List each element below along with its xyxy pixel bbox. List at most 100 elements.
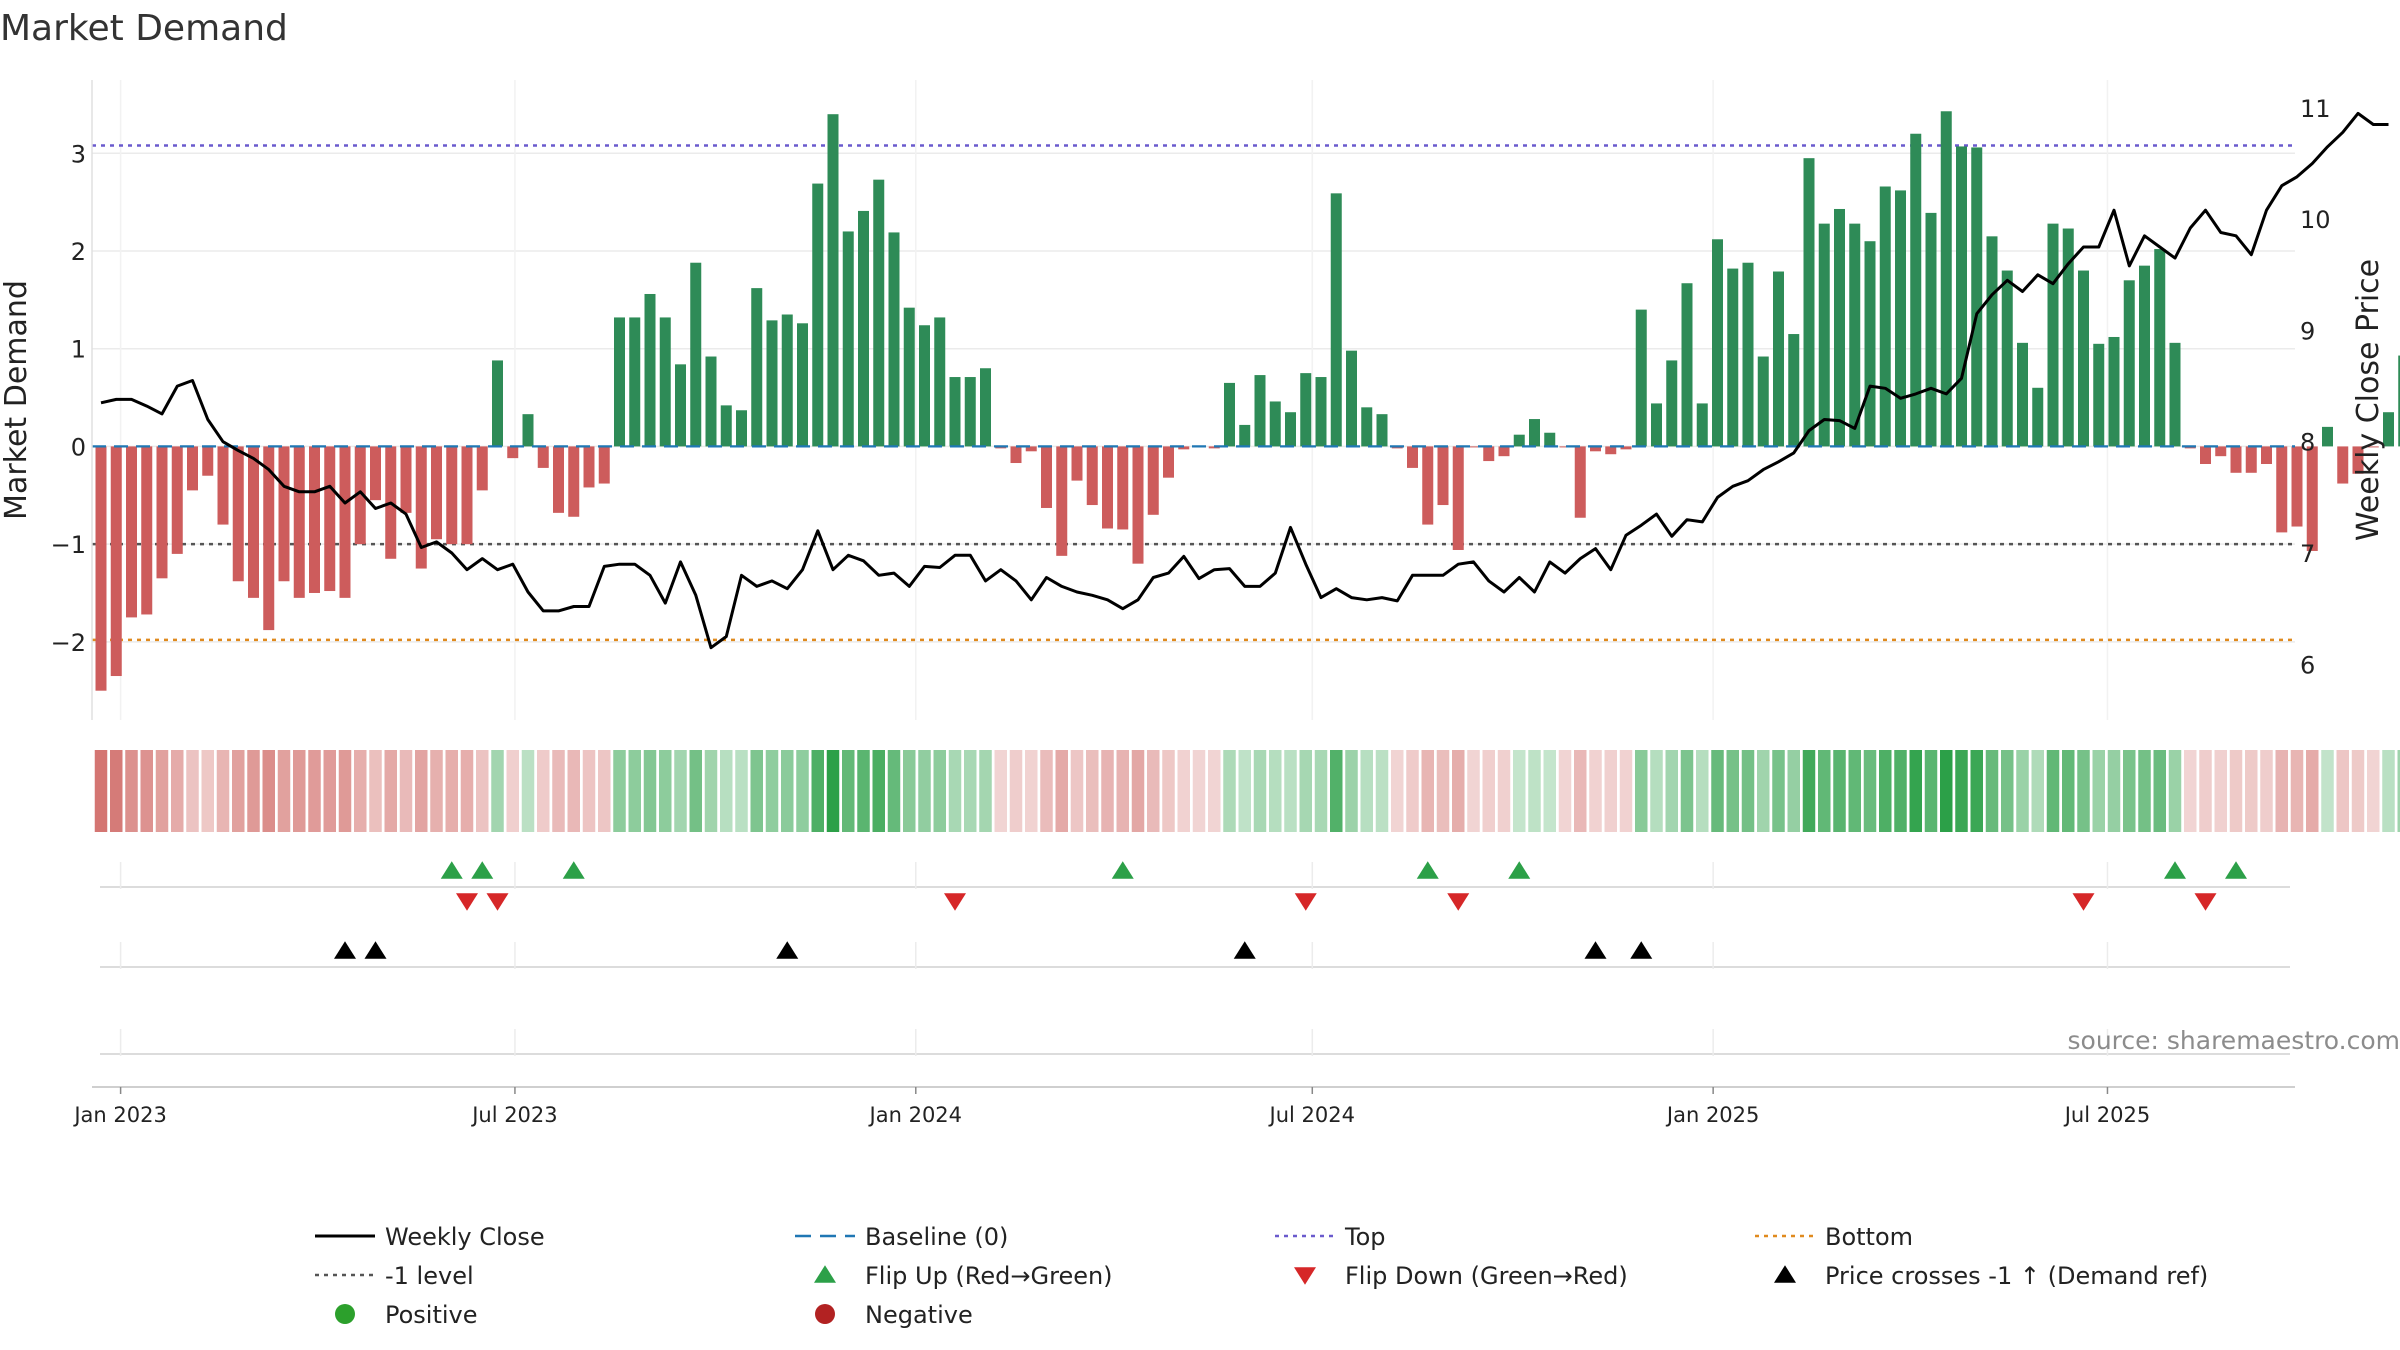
strip-cell: [2046, 750, 2060, 832]
strip-cell: [247, 750, 260, 832]
demand-bar-positive: [2017, 342, 2028, 447]
demand-bar-positive: [2123, 280, 2135, 447]
demand-bars: [95, 111, 2400, 691]
demand-bar-positive: [1818, 223, 1830, 447]
legend-item: Flip Down (Green→Red): [1294, 1262, 1628, 1290]
demand-bar-positive: [980, 368, 991, 447]
strip-cell: [2016, 750, 2029, 832]
demand-bar-negative: [248, 446, 259, 598]
strip-cell: [460, 750, 474, 832]
demand-bar-negative: [2306, 446, 2318, 551]
demand-bar-positive: [2047, 223, 2059, 447]
strip-cell: [1635, 750, 1648, 832]
strip-cell: [796, 750, 809, 832]
demand-bar-positive: [2032, 387, 2044, 447]
strip-cell: [1558, 750, 1572, 832]
strip-cell: [826, 750, 840, 832]
demand-bar-positive: [1651, 403, 1662, 447]
strip-cell: [964, 750, 977, 832]
demand-bar-positive: [2093, 343, 2105, 447]
strip-cell: [2199, 750, 2212, 832]
demand-bar-negative: [309, 446, 320, 593]
strip-cell: [2260, 750, 2273, 832]
strip-cell: [1391, 750, 1404, 832]
demand-bar-positive: [1971, 147, 1983, 447]
demand-bar-positive: [949, 377, 961, 447]
demand-bar-positive: [1315, 377, 1327, 447]
strip-cell: [1924, 750, 1938, 832]
strip-cell: [1848, 750, 1861, 832]
strip-cell: [1253, 750, 1267, 832]
legend-label: Baseline (0): [865, 1223, 1008, 1251]
strip-cell: [689, 750, 702, 832]
demand-bar-negative: [583, 446, 595, 488]
flip-up-marker: [562, 861, 585, 879]
price-cross-marker: [1630, 941, 1653, 959]
strip-cell: [1818, 750, 1831, 832]
strip-cell: [1208, 750, 1221, 832]
reference-lines: [92, 144, 2295, 642]
strip-cell: [1131, 750, 1145, 832]
demand-bar-positive: [1361, 407, 1373, 447]
demand-bar-negative: [1102, 446, 1113, 529]
strip-cell: [1726, 750, 1739, 832]
legend-label: Flip Up (Red→Green): [865, 1262, 1113, 1290]
demand-bar-negative: [278, 446, 290, 582]
demand-bar-negative: [1147, 446, 1159, 515]
strip-cell: [1543, 750, 1556, 832]
strip-cell: [1421, 750, 1434, 832]
demand-bar-negative: [1452, 446, 1464, 550]
demand-bar-positive: [1803, 158, 1815, 447]
event-marker-rows: [100, 861, 2290, 1056]
strip-cell: [1009, 750, 1023, 832]
demand-bar-negative: [1407, 446, 1418, 468]
demand-bar-positive: [1330, 193, 1342, 447]
demand-bar-positive: [1849, 223, 1861, 447]
strip-cell: [1406, 750, 1419, 832]
demand-bar-negative: [370, 446, 381, 501]
strip-cell: [1192, 750, 1206, 832]
y-tick-label: −2: [51, 629, 86, 657]
strip-cell: [582, 750, 596, 832]
price-cross-marker: [364, 941, 387, 959]
strip-cell: [1330, 750, 1343, 832]
flip-up-marker: [1508, 861, 1531, 879]
y2-axis-label: Weekly Close Price: [2351, 259, 2386, 541]
strip-cell: [262, 750, 275, 832]
strip-cell: [201, 750, 214, 832]
demand-bar-positive: [1681, 283, 1693, 447]
weekly-close-polyline: [100, 111, 2389, 650]
demand-bar-positive: [1727, 268, 1739, 447]
y-tick-label: 0: [71, 433, 86, 461]
demand-bar-positive: [1635, 309, 1647, 447]
strip-cell: [354, 750, 367, 832]
strip-cell: [2397, 750, 2400, 832]
legend-swatch-circle: [335, 1304, 355, 1324]
strip-cell: [735, 750, 748, 832]
demand-bar-positive: [1346, 350, 1357, 447]
demand-bar-positive: [629, 317, 641, 447]
legend-label: Weekly Close: [385, 1223, 545, 1251]
demand-bar-negative: [476, 446, 488, 491]
demand-bar-positive: [1239, 424, 1251, 447]
legend-label: Price crosses -1 ↑ (Demand ref): [1825, 1262, 2208, 1290]
demand-bar-negative: [1590, 446, 1601, 452]
demand-bar-positive: [690, 262, 702, 447]
strip-cell: [628, 750, 641, 832]
demand-bar-positive: [1285, 412, 1296, 447]
strip-cell: [1177, 750, 1190, 832]
demand-bar-positive: [1666, 360, 1678, 447]
strip-cell: [659, 750, 672, 832]
strip-cell: [1223, 750, 1236, 832]
demand-bar-positive: [842, 231, 854, 447]
demand-bar-negative: [415, 446, 427, 569]
flip-up-marker: [2164, 861, 2186, 879]
y-axis-label: Market Demand: [0, 280, 34, 520]
strip-cell: [994, 750, 1007, 832]
demand-bar-positive: [919, 325, 930, 447]
demand-bar-negative: [187, 446, 198, 491]
legend-item: -1 level: [315, 1262, 474, 1290]
strip-cell: [1772, 750, 1785, 832]
strip-cell: [811, 750, 824, 832]
demand-bar-negative: [1483, 446, 1495, 462]
